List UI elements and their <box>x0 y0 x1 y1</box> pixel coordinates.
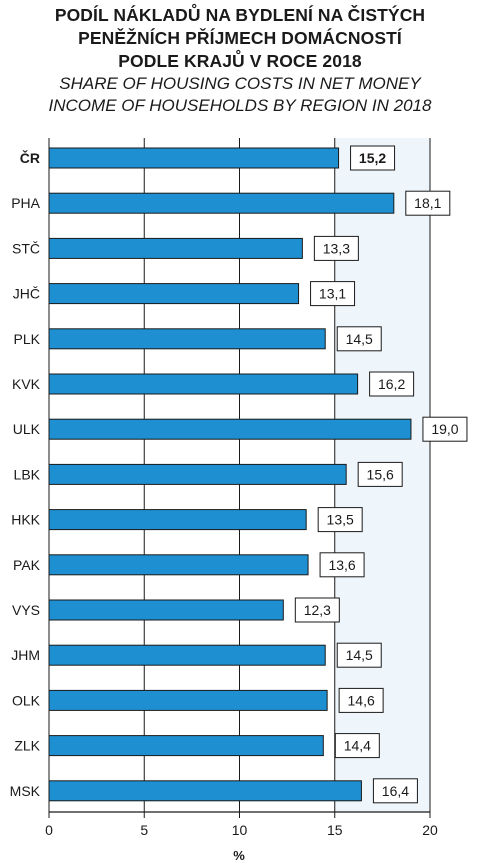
category-label: KVK <box>12 376 41 392</box>
value-label: 13,3 <box>323 240 350 256</box>
value-label-box <box>317 507 363 533</box>
value-label: 13,5 <box>327 512 354 528</box>
bar <box>48 735 324 757</box>
value-label-box <box>357 461 403 487</box>
bar <box>48 599 284 621</box>
bar <box>48 283 300 305</box>
x-axis-label: % <box>233 848 245 863</box>
value-label-box <box>372 778 418 804</box>
category-label: STČ <box>12 240 40 256</box>
category-label: HKK <box>11 512 40 528</box>
value-label: 13,1 <box>319 286 346 302</box>
chart-title-line-3: PODLE KRAJŮ V ROCE 2018 <box>118 51 362 71</box>
value-label: 16,2 <box>378 376 405 392</box>
value-label: 14,4 <box>344 738 371 754</box>
bar <box>48 554 309 576</box>
bar <box>48 463 347 485</box>
category-label: PAK <box>13 557 41 573</box>
value-label-box <box>334 733 380 759</box>
bar <box>48 237 303 259</box>
value-label-box <box>338 687 384 713</box>
bar <box>48 689 328 711</box>
value-label-box <box>422 416 468 442</box>
x-tick-label: 15 <box>327 822 343 838</box>
value-label-box <box>369 371 415 397</box>
chart-title-line-2: PENĚŽNÍCH PŘÍJMECH DOMÁCNOSTÍ <box>78 28 402 48</box>
bar <box>48 780 362 802</box>
bar <box>48 644 326 666</box>
value-label: 14,5 <box>346 647 373 663</box>
value-label-box <box>405 190 451 216</box>
value-label: 19,0 <box>431 421 458 437</box>
bar <box>48 418 412 440</box>
bar <box>48 328 326 350</box>
value-label: 18,1 <box>414 195 441 211</box>
value-label: 12,3 <box>304 602 331 618</box>
category-label: OLK <box>12 692 41 708</box>
value-label: 15,2 <box>359 150 386 166</box>
value-label-box <box>336 642 382 668</box>
value-label-box <box>310 281 356 307</box>
chart-titles: PODÍL NÁKLADŮ NA BYDLENÍ NA ČISTÝCH PENĚ… <box>0 4 480 116</box>
value-label: 16,4 <box>382 783 409 799</box>
category-label: ZLK <box>14 738 40 754</box>
bar <box>48 147 340 169</box>
category-label: JHČ <box>13 286 40 302</box>
category-label: ČR <box>20 149 40 166</box>
x-tick-label: 10 <box>232 822 248 838</box>
category-label: VYS <box>12 602 40 618</box>
value-label-box <box>319 552 365 578</box>
value-label-box <box>336 326 382 352</box>
category-label: MSK <box>10 783 41 799</box>
bar <box>48 192 395 214</box>
category-label: JHM <box>11 647 40 663</box>
value-label: 14,5 <box>346 331 373 347</box>
value-label-box <box>350 145 396 171</box>
value-label: 14,6 <box>348 692 375 708</box>
x-tick-label: 0 <box>45 822 53 838</box>
bar <box>48 373 359 395</box>
value-label-box <box>294 597 340 623</box>
category-label: PLK <box>14 331 41 347</box>
value-label-box <box>313 235 359 261</box>
bar <box>48 509 307 531</box>
value-label: 15,6 <box>367 466 394 482</box>
category-label: LBK <box>14 466 41 482</box>
x-tick-label: 5 <box>140 822 148 838</box>
x-tick-label: 20 <box>422 822 438 838</box>
chart-subtitle-line-2: INCOME OF HOUSEHOLDS BY REGION IN 2018 <box>48 95 432 115</box>
category-label: ULK <box>13 421 41 437</box>
chart-subtitle-line-1: SHARE OF HOUSING COSTS IN NET MONEY <box>59 74 421 93</box>
value-label: 13,6 <box>328 557 355 573</box>
chart-title-line-1: PODÍL NÁKLADŮ NA BYDLENÍ NA ČISTÝCH <box>54 5 426 25</box>
category-label: PHA <box>11 195 40 211</box>
